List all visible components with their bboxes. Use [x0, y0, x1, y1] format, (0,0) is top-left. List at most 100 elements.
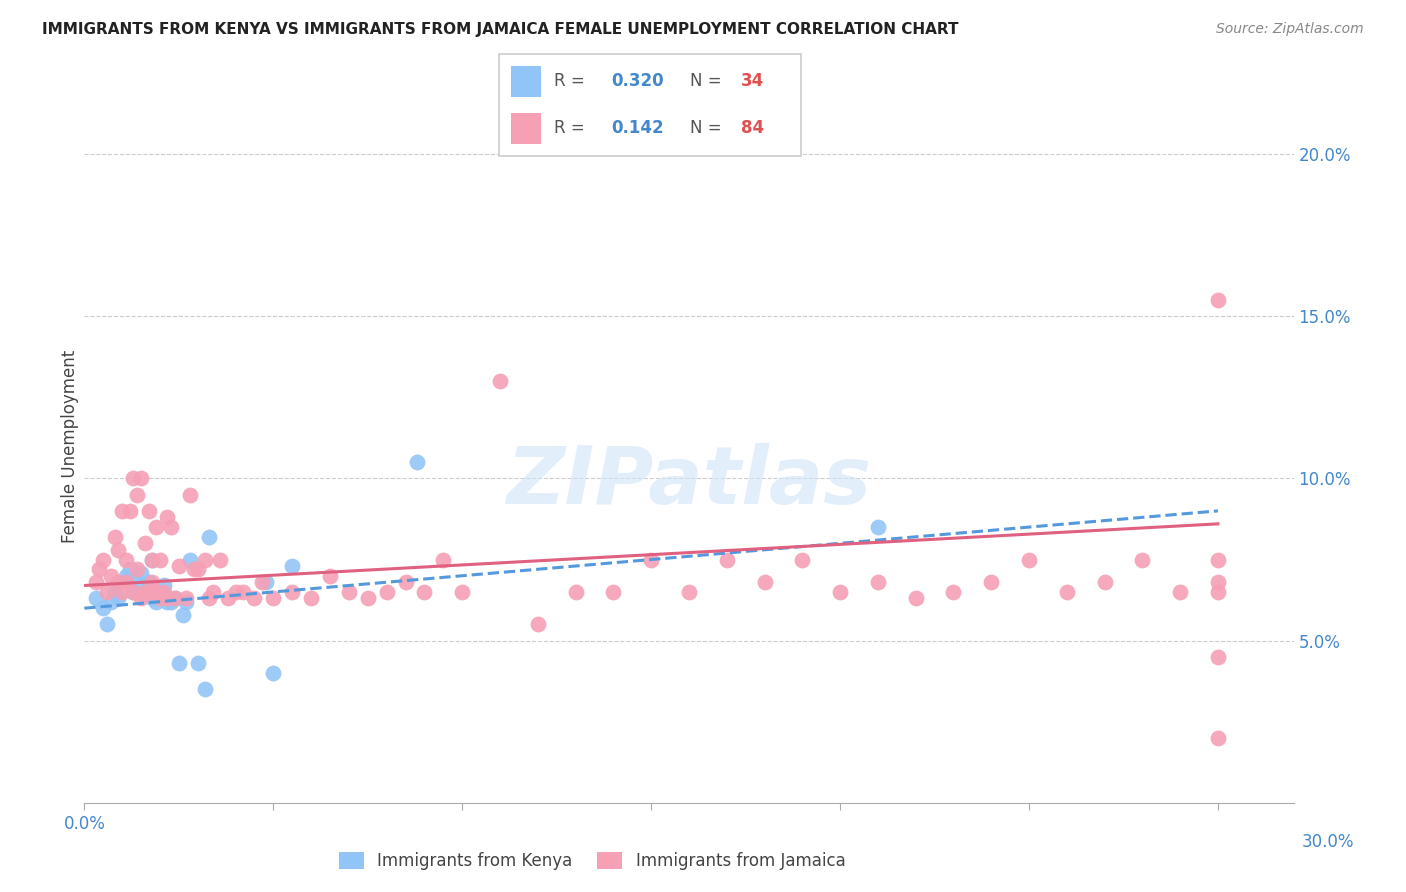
Point	[149, 552, 172, 566]
Point	[194, 552, 217, 566]
Point	[337, 585, 360, 599]
Point	[198, 530, 221, 544]
Point	[160, 520, 183, 534]
Point	[176, 595, 198, 609]
Point	[138, 504, 160, 518]
Point	[172, 607, 194, 622]
Point	[1094, 575, 1116, 590]
Point	[134, 588, 156, 602]
Point	[281, 585, 304, 599]
Point	[866, 575, 889, 590]
Point	[122, 471, 145, 485]
Point	[792, 552, 814, 566]
Point	[527, 617, 550, 632]
Point	[145, 520, 167, 534]
Point	[141, 552, 163, 566]
Point	[179, 552, 201, 566]
Point	[152, 585, 174, 599]
Point	[91, 601, 114, 615]
Point	[149, 585, 172, 599]
Y-axis label: Female Unemployment: Female Unemployment	[62, 350, 80, 542]
Point	[165, 591, 187, 606]
Point	[96, 585, 118, 599]
Point	[111, 504, 134, 518]
Point	[129, 566, 152, 580]
Point	[942, 585, 965, 599]
Point	[1018, 552, 1040, 566]
Point	[104, 530, 127, 544]
Point	[141, 552, 163, 566]
Point	[1206, 293, 1229, 307]
Point	[1206, 731, 1229, 745]
Point	[122, 585, 145, 599]
Point	[167, 657, 190, 671]
Point	[1206, 552, 1229, 566]
Point	[1168, 585, 1191, 599]
Point	[299, 591, 322, 606]
Point	[1132, 552, 1154, 566]
Point	[129, 471, 152, 485]
Point	[564, 585, 586, 599]
Point	[127, 562, 149, 576]
Text: 0.320: 0.320	[612, 72, 664, 90]
Point	[156, 591, 179, 606]
Point	[100, 595, 122, 609]
Point	[262, 666, 284, 681]
Point	[194, 682, 217, 697]
Point	[129, 591, 152, 606]
Text: R =: R =	[554, 72, 585, 90]
Point	[96, 617, 118, 632]
Text: R =: R =	[554, 120, 585, 137]
Point	[357, 591, 380, 606]
Point	[183, 562, 205, 576]
Point	[716, 552, 738, 566]
Point	[165, 591, 187, 606]
Point	[134, 585, 156, 599]
Point	[254, 575, 277, 590]
Point	[89, 562, 111, 576]
Text: 0.142: 0.142	[612, 120, 664, 137]
Point	[243, 591, 266, 606]
Point	[1056, 585, 1078, 599]
Point	[115, 552, 138, 566]
Point	[115, 575, 138, 590]
Point	[394, 575, 416, 590]
Point	[118, 504, 141, 518]
Point	[980, 575, 1002, 590]
Text: N =: N =	[689, 120, 721, 137]
Point	[152, 578, 174, 592]
Point	[100, 568, 122, 582]
Point	[413, 585, 436, 599]
Point	[156, 595, 179, 609]
Point	[217, 591, 239, 606]
Point	[640, 552, 662, 566]
Point	[209, 552, 232, 566]
Point	[111, 585, 134, 599]
Point	[319, 568, 342, 582]
Point	[134, 536, 156, 550]
Point	[489, 374, 512, 388]
Text: 84: 84	[741, 120, 763, 137]
Point	[866, 520, 889, 534]
Point	[115, 568, 138, 582]
Point	[262, 591, 284, 606]
Text: N =: N =	[689, 72, 721, 90]
Point	[830, 585, 852, 599]
Point	[149, 591, 172, 606]
Point	[187, 657, 209, 671]
Point	[754, 575, 776, 590]
Point	[127, 575, 149, 590]
FancyBboxPatch shape	[499, 54, 801, 156]
Point	[104, 585, 127, 599]
Point	[187, 562, 209, 576]
Point	[432, 552, 454, 566]
Point	[84, 575, 107, 590]
Point	[127, 488, 149, 502]
Point	[198, 591, 221, 606]
Point	[232, 585, 254, 599]
Point	[375, 585, 398, 599]
FancyBboxPatch shape	[512, 66, 541, 96]
Point	[111, 575, 134, 590]
Point	[107, 542, 129, 557]
Point	[145, 595, 167, 609]
